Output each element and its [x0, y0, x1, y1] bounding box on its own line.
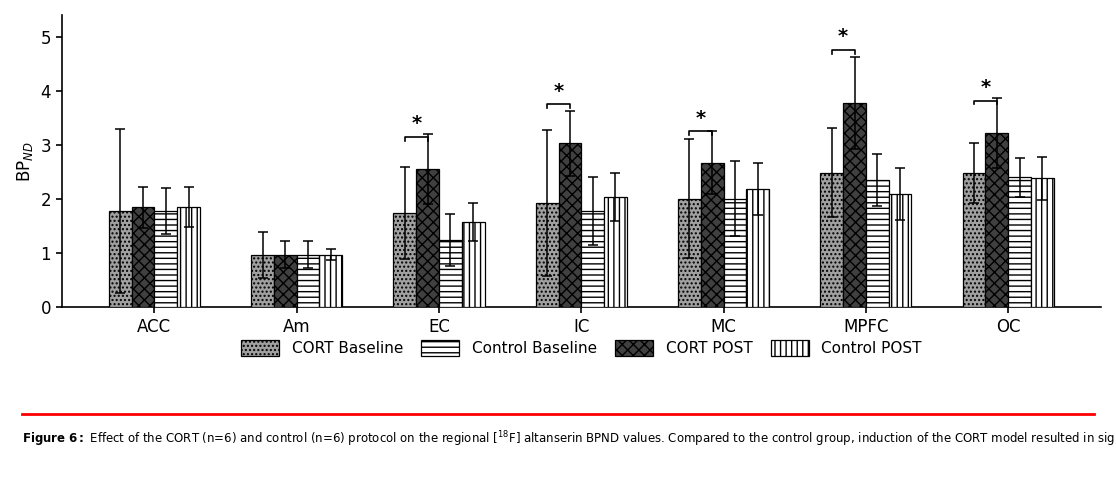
Bar [297, 255, 319, 307]
Bar [109, 211, 132, 307]
Bar [963, 173, 985, 307]
Text: *: * [838, 27, 848, 46]
Bar [394, 213, 416, 307]
Bar [439, 240, 462, 307]
Bar [985, 133, 1008, 307]
Bar [747, 189, 769, 307]
Bar [132, 207, 154, 307]
Bar [844, 103, 866, 307]
Bar [701, 163, 723, 307]
Y-axis label: BP$_{ND}$: BP$_{ND}$ [15, 141, 35, 182]
Text: *: * [695, 109, 706, 128]
Bar [273, 255, 297, 307]
Bar [319, 255, 343, 307]
Bar [866, 180, 888, 307]
Text: *: * [554, 81, 564, 100]
Bar [462, 222, 484, 307]
Bar [604, 197, 627, 307]
Legend: CORT Baseline, Control Baseline, CORT POST, Control POST: CORT Baseline, Control Baseline, CORT PO… [233, 333, 930, 364]
Bar [251, 255, 273, 307]
Bar [558, 143, 581, 307]
Bar [536, 203, 558, 307]
Text: $\bf{Figure\ 6:}$ Effect of the CORT (n=6) and control (n=6) protocol on the reg: $\bf{Figure\ 6:}$ Effect of the CORT (n=… [22, 429, 1116, 449]
Text: *: * [411, 114, 421, 133]
Bar [723, 199, 747, 307]
Bar [581, 211, 604, 307]
Bar [416, 169, 439, 307]
Bar [888, 194, 912, 307]
Bar [820, 173, 844, 307]
Bar [1031, 179, 1054, 307]
Bar [1008, 177, 1031, 307]
Bar [154, 211, 177, 307]
Bar [177, 207, 200, 307]
Text: *: * [980, 78, 991, 97]
Bar [679, 199, 701, 307]
